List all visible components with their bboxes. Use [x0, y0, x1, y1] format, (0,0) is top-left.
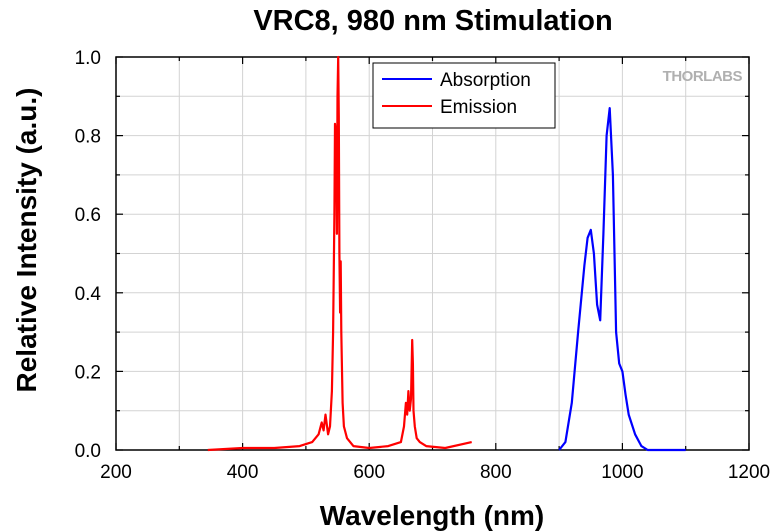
x-axis-label: Wavelength (nm) — [320, 500, 545, 531]
y-tick-label: 0.8 — [75, 127, 101, 148]
x-tick-labels: 200 400 600 800 1000 1200 — [100, 462, 770, 483]
x-tick-label: 800 — [480, 462, 512, 483]
legend-box — [372, 62, 556, 129]
y-axis-label: Relative Intensity (a.u.) — [11, 88, 42, 393]
legend-label-absorption: Absorption — [440, 70, 531, 91]
grid-lines — [116, 57, 749, 450]
x-tick-label: 1200 — [728, 462, 770, 483]
thorlabs-watermark: THORLABS — [663, 68, 743, 85]
legend-label-emission: Emission — [440, 97, 517, 118]
y-tick-label: 0.6 — [75, 205, 101, 226]
x-tick-label: 200 — [100, 462, 132, 483]
y-tick-label: 0.2 — [75, 362, 101, 383]
x-tick-label: 400 — [227, 462, 259, 483]
x-tick-label: 1000 — [601, 462, 643, 483]
y-tick-labels: 0.0 0.2 0.4 0.6 0.8 1.0 — [75, 48, 102, 462]
y-tick-label: 1.0 — [75, 48, 101, 69]
y-tick-label: 0.0 — [75, 441, 101, 462]
chart-title: VRC8, 980 nm Stimulation — [253, 5, 612, 37]
series-layer — [207, 55, 686, 452]
series-line-emission — [207, 55, 472, 452]
legend: Absorption Emission — [372, 62, 556, 129]
x-tick-label: 600 — [353, 462, 385, 483]
series-line-absorption — [558, 106, 686, 452]
y-tick-label: 0.4 — [75, 284, 102, 305]
